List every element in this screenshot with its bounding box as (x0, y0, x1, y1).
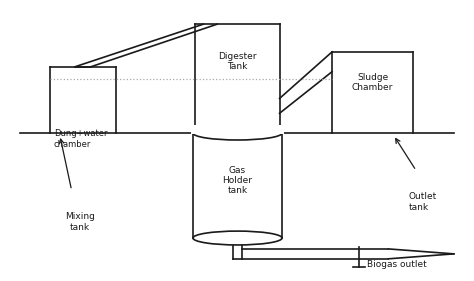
Ellipse shape (193, 231, 282, 245)
Text: Sludge
Chamber: Sludge Chamber (352, 73, 393, 92)
Text: Gas
Holder
tank: Gas Holder tank (222, 166, 253, 196)
Text: Digester
Tank: Digester Tank (218, 52, 257, 71)
Text: Dung+water
chamber: Dung+water chamber (54, 129, 107, 149)
Text: Mixing
tank: Mixing tank (64, 212, 94, 232)
Text: Biogas outlet: Biogas outlet (367, 260, 427, 269)
Text: Outlet
tank: Outlet tank (408, 192, 437, 212)
Bar (191, 125, 284, 134)
Ellipse shape (193, 126, 282, 140)
